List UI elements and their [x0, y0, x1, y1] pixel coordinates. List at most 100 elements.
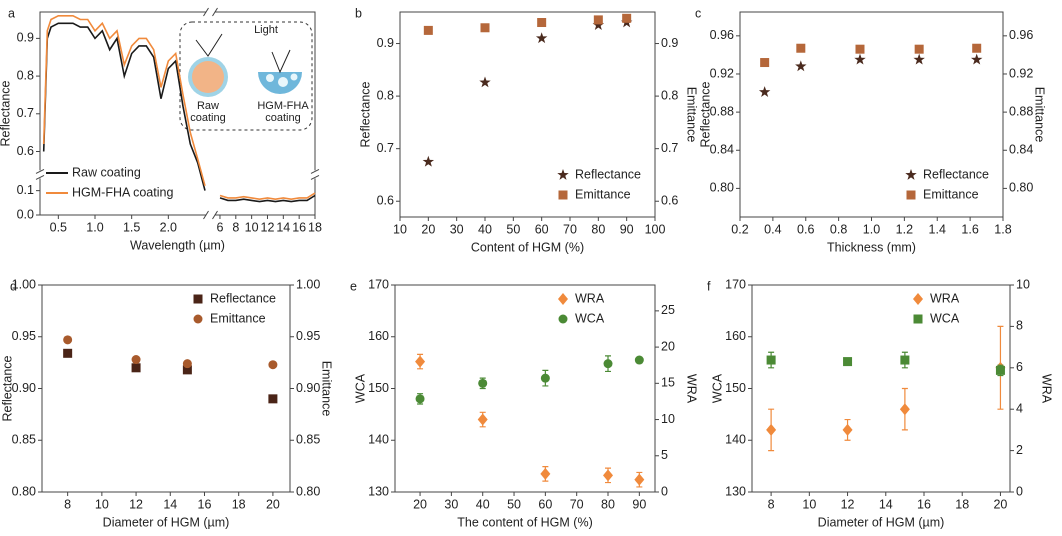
legend-swatch [557, 169, 569, 180]
y2-axis-title: WRA [685, 374, 699, 404]
marker [63, 335, 73, 345]
x-tick-label: 80 [591, 222, 605, 236]
marker [972, 43, 982, 53]
y-tick-label: 0.8 [377, 88, 394, 102]
x-tick-label: 12 [841, 497, 855, 511]
x-tick-label: 20 [421, 222, 435, 236]
x-tick-label: 30 [444, 497, 458, 511]
legend-label: Raw coating [72, 165, 141, 179]
y2-tick-label: 5 [661, 448, 668, 462]
y2-tick-label: 0.8 [661, 88, 678, 102]
y-tick-label: 150 [725, 381, 746, 395]
x-axis-title: Thickness (mm) [827, 240, 916, 254]
y-tick-label: 0.88 [710, 104, 734, 118]
marker [537, 18, 547, 28]
x-tick-label: 8 [64, 497, 71, 511]
marker [603, 469, 614, 482]
x-axis-title: Diameter of HGM (µm) [103, 515, 230, 529]
y2-tick-label: 0.96 [1009, 28, 1033, 42]
x-tick-label: 10 [393, 222, 407, 236]
marker [478, 378, 488, 388]
y2-tick-label: 10 [661, 412, 675, 426]
y-axis-title: WCA [710, 373, 724, 403]
x-tick-label: 12 [261, 220, 275, 234]
y2-tick-label: 0.9 [661, 36, 678, 50]
y-tick-label: 0.6 [17, 144, 34, 158]
marker [479, 76, 491, 88]
x-tick-label: 14 [276, 220, 290, 234]
panel: 0.2 0.4 0.6 0.8 1.0 1.2 1.4 1.6 1.8 0.80 0.84 0.88 0… [695, 6, 1047, 254]
marker [423, 25, 433, 35]
y2-tick-label: 0.84 [1009, 143, 1033, 157]
marker [899, 403, 910, 416]
y2-tick-label: 20 [661, 339, 675, 353]
y2-tick-label: 8 [1016, 319, 1023, 333]
marker [900, 355, 910, 365]
axis-break-mark [203, 7, 218, 220]
plot-frame [751, 284, 1011, 493]
panel-label: b [355, 6, 362, 20]
marker [63, 348, 73, 358]
y-tick-label: 160 [725, 329, 746, 343]
y2-tick-label: 0.80 [296, 484, 320, 498]
y-axis-title: Reflectance [358, 81, 372, 147]
x-tick-label: 60 [535, 222, 549, 236]
x-tick-label: 60 [538, 497, 552, 511]
x-axis-title: Wavelength (µm) [130, 238, 225, 252]
x-tick-label: 14 [163, 497, 177, 511]
y2-tick-label: 0.85 [296, 433, 320, 447]
legend-swatch [193, 314, 203, 324]
y2-tick-label: 0.90 [296, 381, 320, 395]
legend-label: Reflectance [210, 291, 276, 305]
legend-label: WRA [575, 291, 605, 305]
x-tick-label: 100 [645, 222, 666, 236]
marker [843, 357, 853, 367]
x-tick-label: 0.5 [50, 220, 67, 234]
y2-tick-label: 15 [661, 376, 675, 390]
legend-label: HGM-FHA coating [72, 185, 173, 199]
panel-label: a [8, 6, 15, 20]
y-tick-label: 0.7 [17, 106, 34, 120]
marker [422, 155, 435, 167]
marker [766, 355, 776, 365]
hgm-bubble [278, 77, 288, 87]
x-tick-label: 16 [292, 220, 306, 234]
hgm-bubble [290, 73, 298, 81]
x-tick-label: 80 [601, 497, 615, 511]
axis-break-mark [35, 168, 320, 180]
marker [415, 355, 426, 368]
x-tick-label: 16 [917, 497, 931, 511]
marker [622, 13, 632, 23]
legend-label: WCA [930, 311, 960, 325]
plot-frame [739, 11, 1004, 218]
y-tick-label: 0.1 [17, 183, 34, 197]
y2-tick-label: 2 [1016, 443, 1023, 457]
line [42, 15, 316, 201]
x-tick-label: 0.8 [830, 222, 847, 236]
marker [268, 360, 278, 370]
marker [854, 53, 866, 65]
x-tick-label: 1.0 [86, 220, 103, 234]
x-tick-label: 2.0 [160, 220, 177, 234]
y-tick-label: 0.7 [377, 141, 394, 155]
marker [182, 359, 192, 369]
y-tick-label: 0.96 [710, 28, 734, 42]
x-tick-label: 10 [95, 497, 109, 511]
marker [477, 413, 488, 426]
marker [540, 373, 550, 383]
legend-swatch [913, 314, 923, 324]
axis-break [310, 170, 320, 179]
inset-label: HGM-FHA coating [257, 100, 309, 124]
x-tick-label: 0.4 [764, 222, 781, 236]
marker [268, 394, 278, 404]
legend-label: Emittance [210, 311, 266, 325]
marker [634, 355, 644, 365]
y-tick-label: 130 [368, 484, 389, 498]
x-tick-label: 30 [450, 222, 464, 236]
y2-tick-label: 6 [1016, 360, 1023, 374]
legend-label: Reflectance [575, 167, 641, 181]
y-tick-label: 160 [368, 329, 389, 343]
y2-tick-label: 25 [661, 303, 675, 317]
marker [182, 365, 192, 375]
